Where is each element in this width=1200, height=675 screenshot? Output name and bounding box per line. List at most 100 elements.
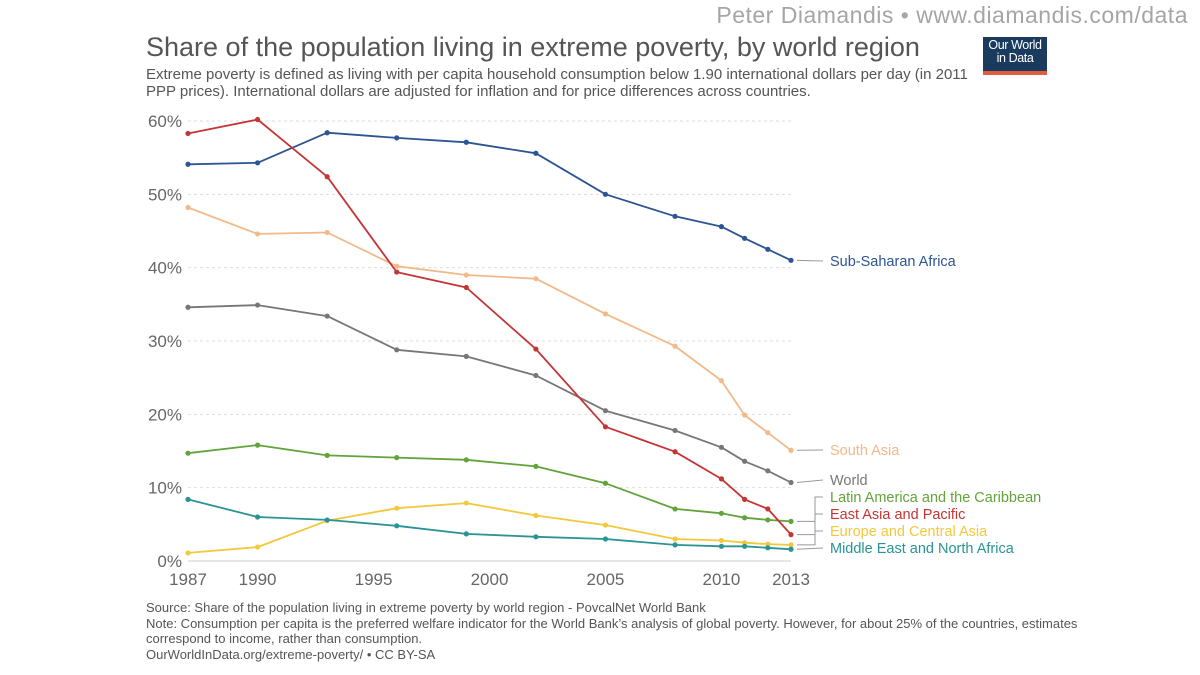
data-point (788, 479, 794, 486)
y-tick-label: 50% (148, 185, 182, 204)
data-point (742, 412, 748, 418)
source-note: Source: Share of the population living i… (146, 600, 706, 615)
x-tick-label: 1995 (355, 570, 393, 589)
data-point (324, 130, 330, 136)
data-point (765, 541, 771, 547)
series-label: South Asia (830, 443, 900, 459)
data-point (394, 269, 400, 275)
y-tick-label: 10% (148, 479, 182, 498)
data-point (718, 444, 725, 450)
y-tick-label: 30% (148, 332, 182, 351)
y-tick-label: 0% (157, 552, 182, 571)
series-label: Latin America and the Caribbean (830, 490, 1041, 506)
data-point (533, 150, 539, 156)
data-point (254, 160, 261, 166)
owid-logo[interactable]: Our World in Data (983, 37, 1047, 75)
data-point (533, 534, 539, 540)
logo-line-1: Our World (988, 38, 1042, 52)
methodology-note: Note: Consumption per capita is the pref… (146, 615, 1082, 647)
data-point (394, 523, 400, 529)
data-point (185, 550, 191, 556)
data-point (672, 343, 678, 349)
data-point (672, 506, 678, 512)
chart-subtitle: Extreme poverty is defined as living wit… (146, 66, 968, 100)
data-point (742, 540, 748, 546)
data-point (185, 304, 191, 310)
data-point (672, 449, 678, 455)
leader-line (797, 496, 823, 522)
data-point (742, 458, 748, 464)
data-point (742, 543, 748, 549)
data-point (718, 510, 725, 516)
data-point (602, 408, 609, 414)
series-label: Europe and Central Asia (830, 524, 988, 540)
x-tick-label: 2013 (772, 570, 810, 589)
data-point (742, 515, 748, 521)
data-point (254, 514, 261, 520)
data-point (602, 480, 609, 486)
data-point (742, 235, 748, 241)
y-tick-label: 60% (148, 112, 182, 131)
data-point (672, 213, 678, 219)
series-line-4 (187, 118, 792, 536)
data-point (765, 246, 771, 252)
data-point (718, 537, 725, 544)
x-tick-label: 1987 (169, 570, 207, 589)
data-point (185, 161, 191, 167)
data-point (788, 542, 794, 548)
data-point (533, 512, 539, 519)
chart-footer: Source: Share of the population living i… (146, 600, 1106, 662)
data-point (602, 536, 609, 542)
data-point (324, 517, 330, 523)
data-point (533, 463, 539, 469)
data-point (718, 476, 725, 482)
data-point (602, 311, 609, 317)
data-point (672, 427, 678, 434)
data-point (765, 468, 771, 474)
y-tick-label: 40% (148, 259, 182, 278)
data-point (463, 139, 469, 145)
data-point (463, 531, 469, 537)
data-point (185, 496, 191, 502)
data-point (602, 191, 609, 197)
license-link[interactable]: OurWorldInData.org/extreme-poverty/ • CC… (146, 646, 436, 662)
data-point (788, 447, 794, 453)
data-point (463, 353, 469, 359)
leader-line (797, 530, 823, 546)
data-point (788, 532, 794, 538)
data-point (742, 496, 748, 502)
series-label: World (830, 473, 868, 489)
data-point (185, 130, 191, 137)
x-tick-label: 2010 (703, 570, 741, 589)
leader-line (796, 479, 824, 484)
leader-line (796, 547, 824, 550)
series-line-1 (187, 206, 792, 452)
data-point (254, 116, 261, 123)
data-point (602, 424, 609, 430)
data-point (533, 346, 539, 352)
data-point (718, 543, 725, 549)
leader-line (797, 513, 823, 536)
data-point (463, 457, 469, 463)
y-tick-label: 20% (148, 405, 182, 424)
data-point (788, 518, 794, 525)
x-tick-label: 2005 (587, 570, 625, 589)
series-label: Sub-Saharan Africa (830, 254, 957, 270)
data-point (788, 546, 794, 552)
data-point (185, 204, 191, 211)
data-point (788, 257, 794, 263)
data-point (765, 430, 771, 436)
data-point (324, 229, 330, 236)
x-tick-label: 2000 (471, 570, 509, 589)
series-label: East Asia and Pacific (830, 507, 965, 523)
data-point (765, 506, 771, 512)
data-point (254, 302, 261, 308)
data-point (324, 313, 330, 319)
data-point (394, 347, 400, 353)
data-point (394, 455, 400, 461)
series-line-3 (187, 444, 792, 523)
logo-line-2: in Data (996, 51, 1034, 65)
leader-line (796, 259, 824, 262)
data-point (254, 442, 261, 448)
